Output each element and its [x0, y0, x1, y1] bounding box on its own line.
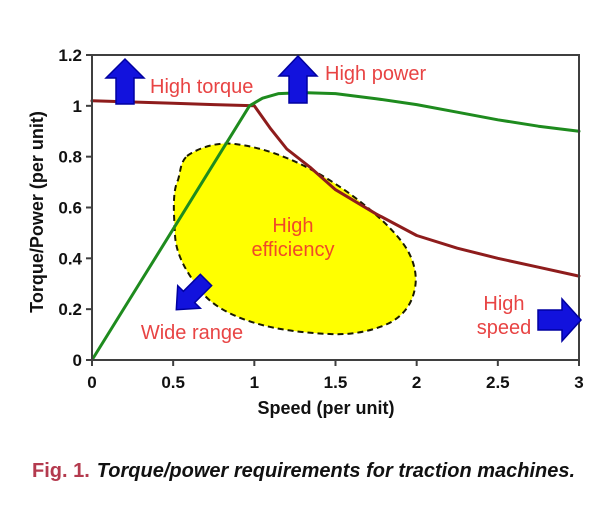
y-tick-label: 0.2: [58, 300, 82, 319]
y-tick-label: 1: [73, 97, 82, 116]
y-tick-label: 0.8: [58, 148, 82, 167]
wide-range-down-left-arrow: [175, 273, 213, 311]
x-tick-label: 1.5: [324, 373, 348, 392]
annotation-high-efficiency: High: [272, 215, 313, 237]
figure-caption: Fig. 1. Torque/power requirements for tra…: [32, 460, 592, 483]
x-tick-label: 0: [87, 373, 96, 392]
power-curve: [90, 91, 581, 362]
x-tick-label: 0.5: [161, 373, 185, 392]
y-axis-ticks: [86, 54, 92, 361]
x-tick-label: 1: [250, 373, 259, 392]
annotation-wide-range: Wide range: [141, 322, 243, 344]
x-tick-label: 2: [412, 373, 421, 392]
high-efficiency-region: [172, 142, 417, 336]
x-tick-label: 3: [574, 373, 583, 392]
annotation-high-speed: speed: [477, 317, 532, 339]
x-axis-tick-labels: 0 0.5 1 1.5 2 2.5 3: [87, 373, 583, 392]
y-axis-tick-labels: 0 0.2 0.4 0.6 0.8 1 1.2: [58, 46, 82, 370]
annotation-high-torque: High torque: [150, 76, 253, 98]
y-axis-title: Torque/Power (per unit): [27, 111, 47, 313]
high-speed-right-arrow: [537, 297, 583, 343]
high-torque-up-arrow: [104, 57, 146, 105]
annotation-high-power: High power: [325, 63, 427, 85]
torque-curve: [90, 99, 581, 278]
annotation-high-efficiency: efficiency: [251, 239, 334, 261]
x-axis-title: Speed (per unit): [257, 398, 394, 418]
y-tick-label: 0.4: [58, 249, 82, 268]
high-power-up-arrow: [277, 54, 319, 104]
y-tick-label: 1.2: [58, 46, 82, 65]
y-tick-label: 0: [73, 351, 82, 370]
x-tick-label: 2.5: [486, 373, 510, 392]
caption-label: Fig. 1.: [32, 460, 90, 482]
chart-svg: 0 0.5 1 1.5 2 2.5 3 0 0.2 0.4 0.6 0.8 1 1.2 Speed (p…: [27, 46, 584, 418]
annotation-high-speed: High: [483, 293, 524, 315]
y-tick-label: 0.6: [58, 199, 82, 218]
caption-text: Torque/power requirements for traction m…: [96, 460, 576, 482]
